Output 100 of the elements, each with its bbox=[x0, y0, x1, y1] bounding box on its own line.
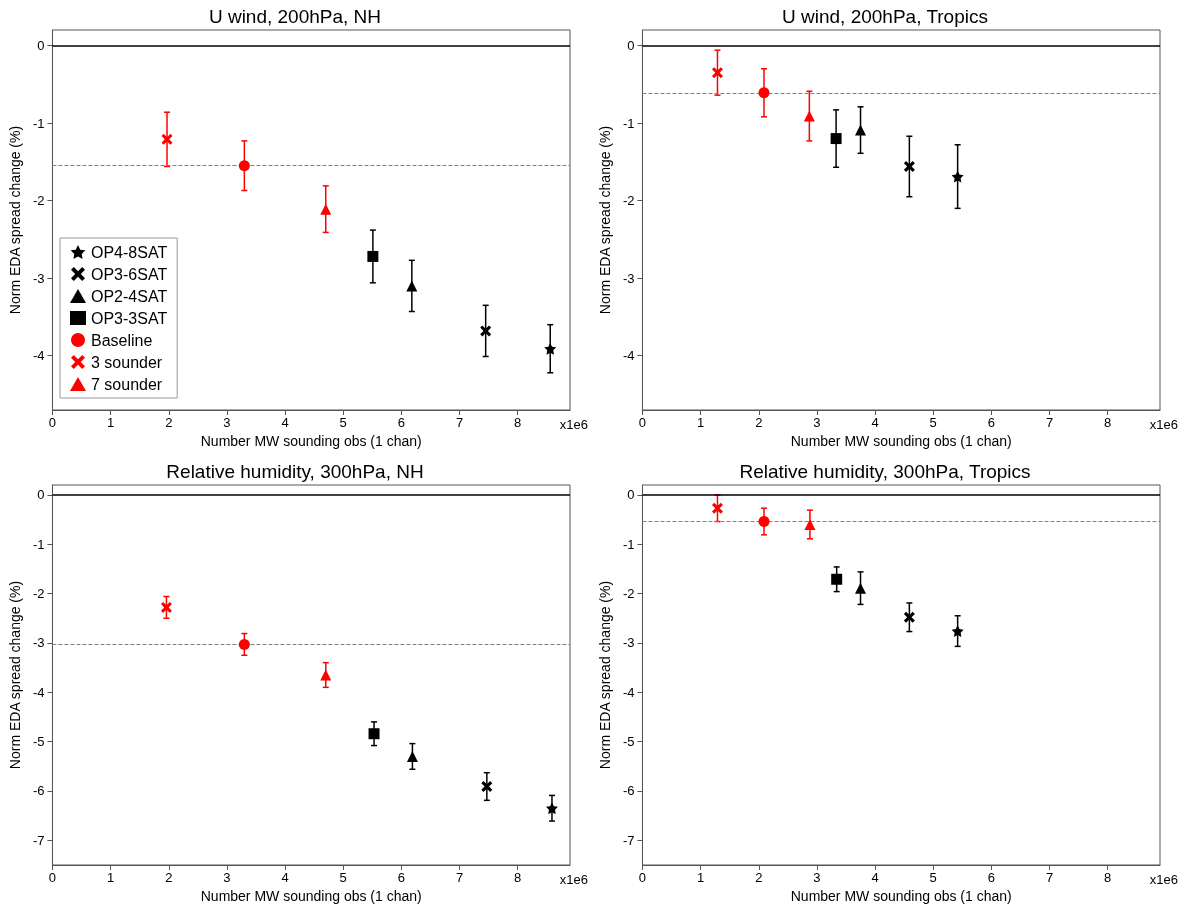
legend-label: 7 sounder bbox=[91, 375, 163, 393]
x-axis-title: Number MW sounding obs (1 chan) bbox=[200, 888, 422, 904]
y-tick-label: -3 bbox=[622, 635, 635, 651]
x-tick-label: 0 bbox=[638, 415, 647, 430]
y-tick-label: -3 bbox=[32, 270, 45, 286]
chart-title: U wind, 200hPa, NH bbox=[208, 6, 382, 27]
x-tick-label: 1 bbox=[106, 415, 115, 430]
x-tick-label: 3 bbox=[223, 415, 231, 430]
point bbox=[545, 802, 558, 815]
point bbox=[804, 518, 816, 530]
x-tick-label: 0 bbox=[48, 415, 57, 430]
chart-title: U wind, 200hPa, Tropics bbox=[782, 6, 988, 27]
x-tick-label: 7 bbox=[1045, 415, 1054, 430]
x-tick-label: 0 bbox=[638, 870, 647, 885]
x-tick-label: 5 bbox=[339, 415, 347, 430]
text: x1e6 bbox=[559, 872, 589, 887]
x-tick-label: 2 bbox=[755, 415, 763, 430]
y-tick-label: -2 bbox=[622, 193, 635, 209]
y-tick-label: -1 bbox=[32, 115, 45, 131]
point bbox=[711, 67, 723, 79]
point bbox=[544, 342, 557, 355]
x-tick-label: 6 bbox=[397, 870, 405, 885]
legend-label: OP3-3SAT bbox=[91, 309, 168, 327]
y-tick-label: -4 bbox=[622, 684, 635, 700]
y-tick-label: -7 bbox=[622, 832, 635, 848]
x-axis-title: Number MW sounding obs (1 chan) bbox=[790, 433, 1012, 449]
legend-label: OP2-4SAT bbox=[91, 287, 168, 305]
point bbox=[758, 87, 770, 99]
x-tick-label: 7 bbox=[455, 415, 464, 430]
point bbox=[238, 638, 250, 650]
point bbox=[480, 325, 492, 337]
legend-label: OP3-6SAT bbox=[91, 265, 168, 283]
x-tick-label: 4 bbox=[871, 415, 879, 430]
y-tick-label: -3 bbox=[622, 270, 635, 286]
chart-title: Relative humidity, 300hPa, NH bbox=[166, 461, 424, 482]
point bbox=[951, 625, 964, 638]
x-tick-label: 8 bbox=[514, 415, 522, 430]
x-tick-label: 5 bbox=[339, 870, 347, 885]
x-tick-label: 6 bbox=[987, 870, 995, 885]
y-tick-label: -6 bbox=[622, 783, 635, 799]
y-tick-label: -7 bbox=[32, 832, 45, 848]
x-tick-label: 8 bbox=[514, 870, 522, 885]
y-axis-title: Norm EDA spread change (%) bbox=[7, 580, 23, 770]
point bbox=[903, 160, 915, 172]
point bbox=[951, 170, 964, 183]
point bbox=[238, 160, 250, 172]
x-tick-label: 6 bbox=[397, 415, 405, 430]
point bbox=[481, 781, 493, 793]
x-tick-label: 3 bbox=[813, 415, 821, 430]
point bbox=[367, 250, 379, 262]
y-tick-label: 0 bbox=[37, 487, 45, 503]
y-tick-label: 0 bbox=[627, 38, 635, 54]
y-tick-label: 0 bbox=[627, 487, 635, 503]
y-tick-label: -2 bbox=[32, 193, 45, 209]
x-tick-label: 5 bbox=[929, 870, 937, 885]
point bbox=[320, 203, 332, 215]
point bbox=[711, 502, 723, 514]
x-tick-label: 7 bbox=[1045, 870, 1054, 885]
x-tick-label: 2 bbox=[165, 415, 173, 430]
y-tick-label: -5 bbox=[32, 734, 45, 750]
x-axis-title: Number MW sounding obs (1 chan) bbox=[200, 433, 422, 449]
x-tick-label: 4 bbox=[281, 870, 289, 885]
y-tick-label: -1 bbox=[622, 536, 635, 552]
legend-label: OP4-8SAT bbox=[91, 243, 168, 261]
chart-title: Relative humidity, 300hPa, Tropics bbox=[739, 461, 1031, 482]
point bbox=[803, 110, 815, 122]
point bbox=[830, 133, 842, 145]
y-tick-label: -3 bbox=[32, 635, 45, 651]
point bbox=[320, 669, 332, 681]
x-tick-label: 6 bbox=[987, 415, 995, 430]
x-tick-label: 1 bbox=[106, 870, 115, 885]
text: x1e6 bbox=[1149, 417, 1179, 432]
x-tick-label: 5 bbox=[929, 415, 937, 430]
y-tick-label: -2 bbox=[622, 586, 635, 602]
x-tick-label: 7 bbox=[455, 870, 464, 885]
legend-label: Baseline bbox=[91, 331, 153, 349]
x-tick-label: 8 bbox=[1104, 870, 1112, 885]
point bbox=[903, 611, 915, 623]
legend-label: 3 sounder bbox=[91, 353, 163, 371]
point bbox=[160, 601, 172, 613]
y-tick-label: -2 bbox=[32, 586, 45, 602]
y-tick-label: 0 bbox=[37, 38, 45, 54]
point bbox=[161, 133, 173, 145]
point bbox=[368, 728, 380, 740]
x-tick-label: 4 bbox=[871, 870, 879, 885]
x-tick-label: 3 bbox=[223, 870, 231, 885]
y-tick-label: -4 bbox=[622, 348, 635, 364]
y-axis-title: Norm EDA spread change (%) bbox=[7, 125, 23, 315]
point bbox=[406, 280, 418, 292]
x-tick-label: 1 bbox=[696, 870, 705, 885]
text: x1e6 bbox=[1149, 872, 1179, 887]
y-tick-label: -1 bbox=[622, 115, 635, 131]
y-tick-label: -1 bbox=[32, 536, 45, 552]
x-axis-title: Number MW sounding obs (1 chan) bbox=[790, 888, 1012, 904]
x-tick-label: 3 bbox=[813, 870, 821, 885]
y-axis-title: Norm EDA spread change (%) bbox=[597, 580, 613, 770]
y-tick-label: -4 bbox=[32, 684, 45, 700]
x-tick-label: 2 bbox=[165, 870, 173, 885]
x-tick-label: 0 bbox=[48, 870, 57, 885]
x-tick-label: 1 bbox=[696, 415, 705, 430]
